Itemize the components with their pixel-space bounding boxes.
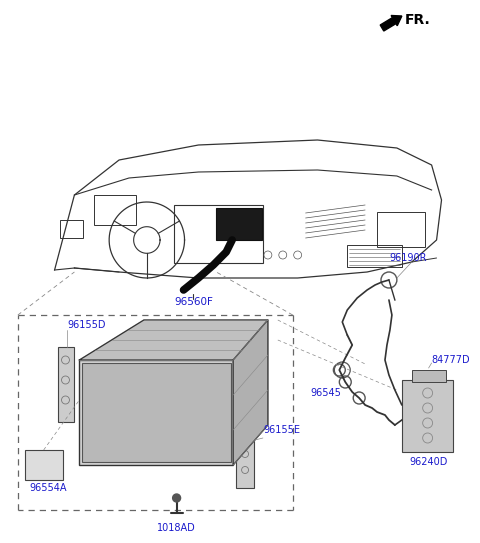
Text: FR.: FR. <box>405 13 431 27</box>
Bar <box>236 410 254 488</box>
Bar <box>253 382 267 396</box>
Bar <box>79 360 233 465</box>
Bar <box>60 220 84 238</box>
Polygon shape <box>79 320 268 360</box>
Text: 1018AD: 1018AD <box>157 523 196 533</box>
Bar <box>402 380 454 452</box>
Polygon shape <box>233 320 268 465</box>
Text: 96545: 96545 <box>310 388 341 398</box>
Bar <box>216 208 262 240</box>
Text: 96155D: 96155D <box>68 320 106 330</box>
Text: 96560F: 96560F <box>174 297 213 307</box>
Bar <box>253 338 267 352</box>
Bar <box>94 195 136 225</box>
Text: 84777D: 84777D <box>432 355 470 365</box>
Bar <box>58 347 74 422</box>
Text: 96190R: 96190R <box>389 253 427 263</box>
Text: 96240D: 96240D <box>409 457 448 467</box>
Bar <box>83 363 231 462</box>
Text: 96155E: 96155E <box>263 425 300 435</box>
Text: 96554A: 96554A <box>30 483 67 493</box>
Bar <box>412 370 446 382</box>
Bar <box>253 404 267 418</box>
Circle shape <box>173 494 180 502</box>
Bar <box>253 360 267 374</box>
Bar <box>377 212 425 247</box>
Bar <box>347 245 402 267</box>
Bar <box>25 450 62 480</box>
Bar <box>174 205 263 263</box>
FancyArrow shape <box>380 16 402 31</box>
